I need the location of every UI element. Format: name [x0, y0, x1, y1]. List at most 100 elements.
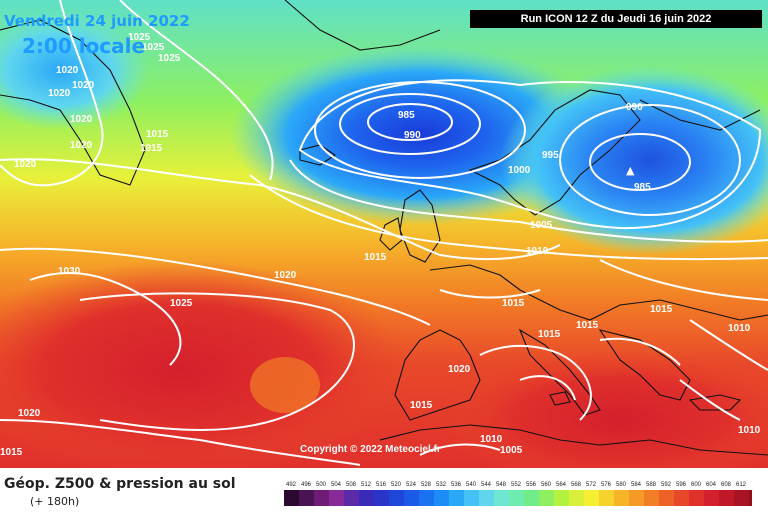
legend-tick-label: 608 — [721, 482, 732, 488]
hot-air-mass-atlantic — [0, 260, 410, 468]
legend-tick-label: 516 — [376, 482, 387, 488]
isobar-label: 1020 — [274, 270, 297, 281]
chart-title: Géop. Z500 & pression au sol — [4, 476, 236, 492]
greenland-trough — [0, 10, 150, 130]
isobar-label: 1025 — [158, 53, 181, 64]
isobar-label: 1025 — [142, 42, 165, 53]
model-run-banner: Run ICON 12 Z du Jeudi 16 juin 2022 — [470, 10, 762, 28]
isobar-label: 1010 — [728, 323, 751, 334]
isobar-label: 990 — [626, 102, 643, 113]
legend-tick-label: 528 — [421, 482, 432, 488]
isobar-label: 985 — [398, 110, 415, 121]
legend-tick-label: 544 — [481, 482, 492, 488]
legend-swatch — [659, 490, 674, 506]
legend-footer: Géop. Z500 & pression au sol (+ 180h) 49… — [0, 468, 768, 512]
isobar-label: 1025 — [128, 32, 151, 43]
forecast-lead-time: (+ 180h) — [30, 495, 80, 508]
legend-swatch — [404, 490, 419, 506]
isobar-label: 1020 — [48, 88, 71, 99]
legend-swatch — [629, 490, 644, 506]
legend-swatch — [704, 490, 719, 506]
isobar-label: 1020 — [448, 364, 471, 375]
legend-tick-label: 548 — [496, 482, 507, 488]
pressure-map: 1025 1025 1025 1020 1020 1020 1020 1020 … — [0, 0, 768, 468]
legend-tick-label: 592 — [661, 482, 672, 488]
low-center-marker: ▲ — [626, 164, 635, 177]
isobar-label: 1010 — [526, 246, 549, 257]
isobar-label: 1015 — [410, 400, 433, 411]
legend-swatch — [389, 490, 404, 506]
legend-tick-label: 536 — [451, 482, 462, 488]
isobar-label: 995 — [542, 150, 559, 161]
legend-swatch — [569, 490, 584, 506]
isobar-label: 1025 — [170, 298, 193, 309]
legend-swatch — [584, 490, 599, 506]
legend-tick-label: 584 — [631, 482, 642, 488]
legend-swatch — [344, 490, 359, 506]
warm-core — [250, 357, 320, 413]
isobar-label: 1010 — [738, 425, 761, 436]
legend-swatch — [284, 490, 299, 506]
copyright-notice: Copyright © 2022 Meteociel.fr — [300, 444, 441, 455]
forecast-date: Vendredi 24 juin 2022 — [4, 12, 190, 30]
isobar-label: 1015 — [576, 320, 599, 331]
legend-swatch — [524, 490, 539, 506]
legend-tick-label: 508 — [346, 482, 357, 488]
isobar-label-layer: 1025 1025 1025 1020 1020 1020 1020 1020 … — [0, 32, 761, 458]
legend-swatch — [449, 490, 464, 506]
legend-swatch — [464, 490, 479, 506]
legend-tick-label: 496 — [301, 482, 312, 488]
legend-swatch — [434, 490, 449, 506]
isobar-label: 1015 — [146, 129, 169, 140]
isobar-label: 1015 — [538, 329, 561, 340]
isobar-label: 1020 — [72, 80, 95, 91]
coastlines — [0, 0, 768, 456]
legend-tick-label: 512 — [361, 482, 372, 488]
legend-tick-label: 580 — [616, 482, 627, 488]
legend-swatch — [419, 490, 434, 506]
isobar-label: 1000 — [508, 165, 531, 176]
legend-swatch — [509, 490, 524, 506]
legend-swatch — [674, 490, 689, 506]
legend-tick-label: 596 — [676, 482, 687, 488]
legend-tick-label: 572 — [586, 482, 597, 488]
isobar-label: 1015 — [650, 304, 673, 315]
legend-swatch — [599, 490, 614, 506]
legend-swatch — [614, 490, 629, 506]
legend-tick-label: 568 — [571, 482, 582, 488]
isobar-label: 1015 — [0, 447, 23, 458]
isobar-label: 1020 — [70, 140, 93, 151]
legend-swatch — [299, 490, 314, 506]
legend-tick-label: 540 — [466, 482, 477, 488]
legend-swatch — [479, 490, 494, 506]
legend-tick-label: 504 — [331, 482, 342, 488]
legend-tick-label: 588 — [646, 482, 657, 488]
legend-swatch — [329, 490, 344, 506]
legend-tick-label: 600 — [691, 482, 702, 488]
isobar-label: 1020 — [70, 114, 93, 125]
legend-swatch — [374, 490, 389, 506]
forecast-time: 2:00 locale — [22, 34, 146, 58]
legend-swatch — [644, 490, 659, 506]
isobar-label: 1005 — [530, 220, 553, 231]
isobar-label: 1030 — [58, 266, 81, 277]
legend-tick-label: 564 — [556, 482, 567, 488]
legend-tick-label: 532 — [436, 482, 447, 488]
legend-tick-label: 612 — [736, 482, 747, 488]
legend-tick-label: 552 — [511, 482, 522, 488]
isobars — [0, 0, 768, 465]
legend-tick-label: 556 — [526, 482, 537, 488]
isobar-label: 985 — [634, 182, 651, 193]
legend-tick-label: 576 — [601, 482, 612, 488]
legend-swatch — [539, 490, 554, 506]
low-pressure-east — [500, 65, 768, 255]
legend-swatch — [554, 490, 569, 506]
color-scale-legend: 492 496 500 504 508 512 516 520 524 528 532 536 540 5… — [284, 468, 752, 512]
legend-swatch — [494, 490, 509, 506]
legend-tick-label: 604 — [706, 482, 717, 488]
legend-swatch — [689, 490, 704, 506]
isobar-label: 1015 — [364, 252, 387, 263]
isobar-label: 1005 — [500, 445, 523, 456]
isobar-label: 1015 — [502, 298, 525, 309]
